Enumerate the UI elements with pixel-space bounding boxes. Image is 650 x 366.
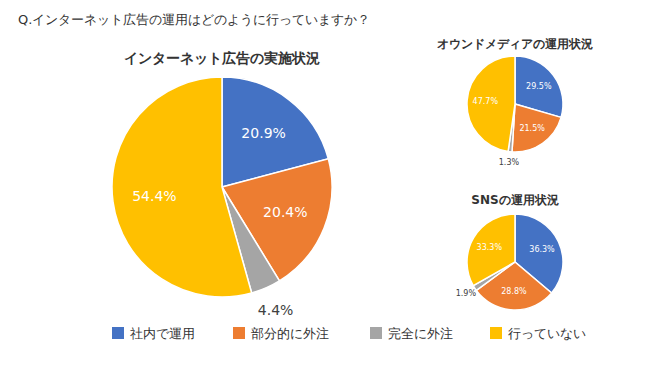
data-label: 4.4%: [258, 302, 294, 318]
legend-label: 行っていない: [508, 326, 586, 341]
legend-label: 社内で運用: [130, 326, 195, 341]
legend-label: 部分的に外注: [251, 326, 329, 341]
question-title: Q.インターネット広告の運用はどのように行っていますか？: [18, 12, 370, 27]
chart-title: オウンドメディアの運用状況: [437, 37, 593, 51]
data-label: 20.9%: [241, 125, 285, 141]
data-label: 54.4%: [132, 188, 176, 204]
data-label: 33.3%: [477, 243, 503, 252]
data-label: 47.7%: [473, 97, 499, 106]
data-label: 28.8%: [501, 287, 527, 296]
data-label: 29.5%: [526, 82, 552, 91]
legend-swatch: [490, 327, 502, 339]
legend-label: 完全に外注: [388, 326, 453, 341]
chart-title: SNSの運用状況: [471, 193, 558, 207]
pie-slice: [512, 104, 561, 152]
pie-slice: [467, 56, 515, 152]
data-label: 1.9%: [456, 289, 477, 298]
legend-swatch: [233, 327, 245, 339]
chart-canvas: Q.インターネット広告の運用はどのように行っていますか？ 20.9% 20.4% 4.…: [0, 0, 650, 366]
chart-title: インターネット広告の実施状況: [124, 50, 320, 66]
legend: 社内で運用 部分的に外注 完全に外注 行っていない: [112, 326, 586, 341]
data-label: 1.3%: [499, 158, 520, 167]
pie-chart: 20.9% 20.4% 4.4% 54.4%: [112, 77, 332, 318]
pie-slice: [467, 214, 515, 286]
legend-swatch: [370, 327, 382, 339]
pie-chart: 29.5% 21.5% 1.3% 47.7%: [467, 56, 563, 167]
data-label: 20.4%: [263, 204, 307, 220]
legend-swatch: [112, 327, 124, 339]
pie-slice: [112, 77, 252, 297]
data-label: 21.5%: [519, 124, 545, 133]
data-label: 36.3%: [529, 245, 555, 254]
pie-chart: 36.3% 28.8% 1.9% 33.3%: [456, 214, 563, 310]
